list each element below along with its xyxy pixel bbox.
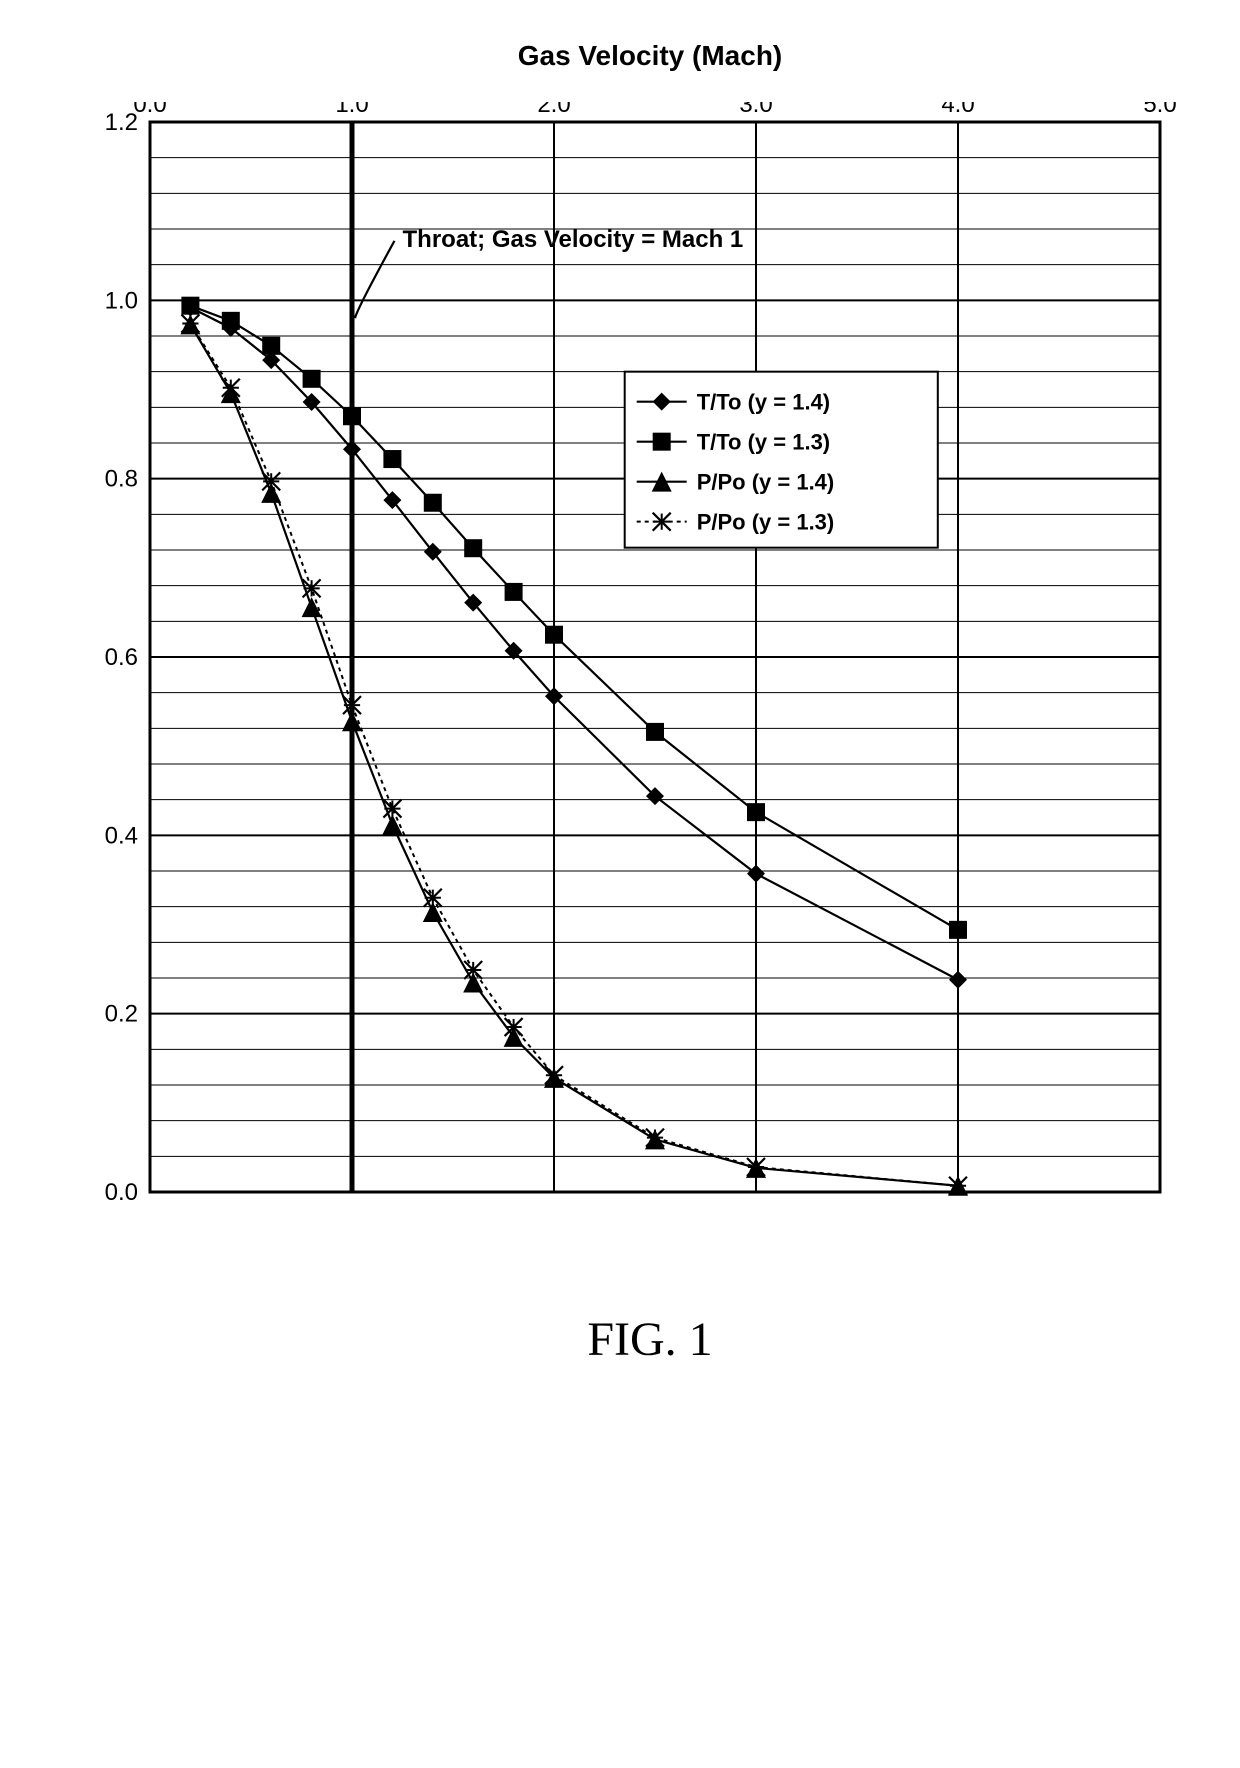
chart-title: Gas Velocity (Mach): [120, 40, 1180, 72]
svg-text:2.0: 2.0: [537, 102, 570, 118]
svg-text:5.0: 5.0: [1143, 102, 1176, 118]
svg-text:3.0: 3.0: [739, 102, 772, 118]
figure-caption: FIG. 1: [120, 1312, 1180, 1367]
svg-text:1.0: 1.0: [105, 287, 138, 314]
svg-text:4.0: 4.0: [941, 102, 974, 118]
legend-label: P/Po (y = 1.3): [697, 510, 835, 535]
svg-text:0.0: 0.0: [105, 1179, 138, 1206]
svg-text:0.2: 0.2: [105, 1001, 138, 1028]
legend-label: T/To (y = 1.3): [697, 430, 830, 455]
svg-text:1.0: 1.0: [335, 102, 368, 118]
gas-velocity-chart: 0.00.20.40.60.81.01.20.01.02.03.04.05.0T…: [60, 102, 1180, 1252]
svg-text:0.4: 0.4: [105, 822, 138, 849]
throat-annotation: Throat; Gas Velocity = Mach 1: [403, 226, 744, 253]
svg-text:0.6: 0.6: [105, 644, 138, 671]
legend-label: T/To (y = 1.4): [697, 390, 830, 415]
svg-text:0.0: 0.0: [133, 102, 166, 118]
svg-text:0.8: 0.8: [105, 466, 138, 493]
legend-label: P/Po (y = 1.4): [697, 470, 835, 495]
